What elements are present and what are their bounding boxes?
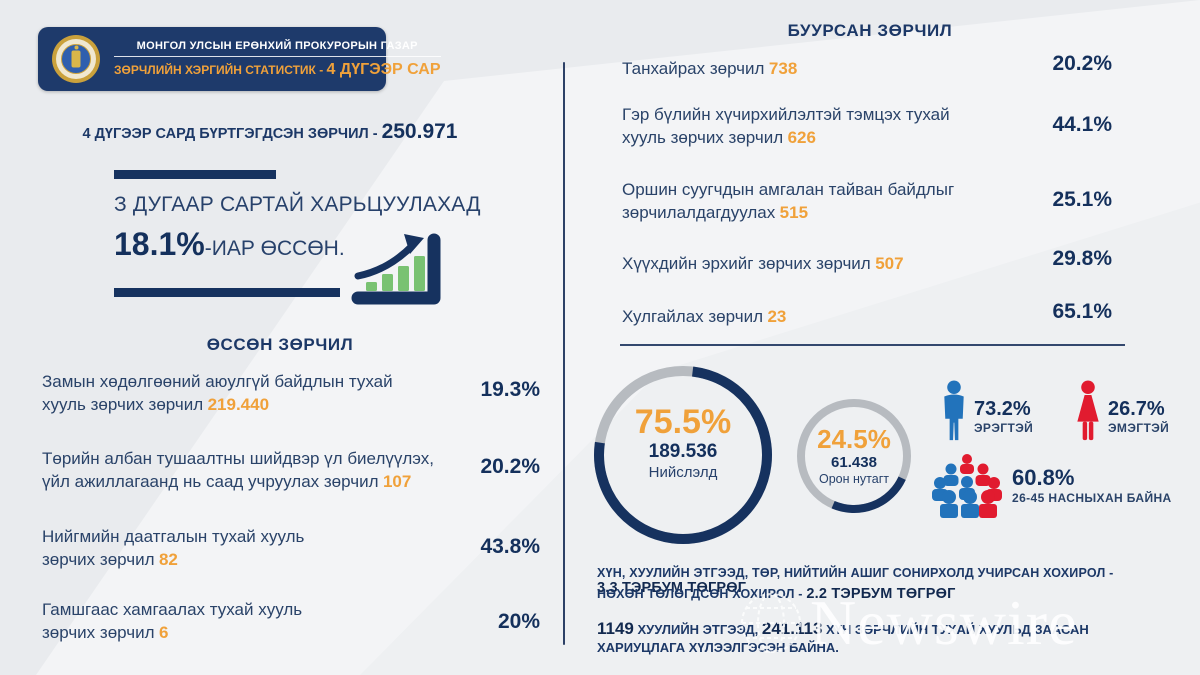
- capital-donut-labels: 75.5% 189.536 Нийслэлд: [591, 404, 775, 482]
- stat-subtitle: ЗӨРЧЛИЙН ХЭРГИЙН СТАТИСТИК - 4 ДҮГЭЭР СА…: [114, 61, 441, 79]
- accent-bar-bottom: [114, 288, 340, 297]
- org-header-text: МОНГОЛ УЛСЫН ЕРӨНХИЙ ПРОКУРОРЫН ГАЗАР ЗӨ…: [100, 40, 453, 79]
- comparison-suffix: -ИАР ӨССӨН.: [204, 237, 345, 260]
- violation-count: 23: [767, 307, 787, 326]
- female-label: ЭМЭГТЭЙ: [1108, 421, 1170, 435]
- violation-text: Оршин суугчдын амгалан тайван байдлыг зө…: [622, 180, 955, 222]
- violation-count: 82: [158, 550, 178, 569]
- damage-line-1: ХҮН, ХУУЛИЙН ЭТГЭЭД, ТӨР, НИЙТИЙН АШИГ С…: [597, 566, 1137, 596]
- list-item: Гамшгаас хамгаалах тухай хууль зөрчих зө…: [42, 598, 462, 644]
- org-header-badge: МОНГОЛ УЛСЫН ЕРӨНХИЙ ПРОКУРОРЫН ГАЗАР ЗӨ…: [38, 27, 441, 91]
- violation-count: 515: [779, 203, 809, 222]
- comparison-percent-line: 18.1%-ИАР ӨССӨН.: [114, 226, 345, 263]
- violation-pct: 65.1%: [1052, 300, 1112, 323]
- growth-chart-icon: [350, 228, 442, 315]
- section-divider: [620, 344, 1125, 346]
- comparison-line: З ДУГААР САРТАЙ ХАРЬЦУУЛАХАД: [114, 193, 481, 216]
- damage-1-value: 3.3 ТЭРБУМ ТӨГРӨГ: [597, 580, 747, 596]
- female-pct: 26.7%: [1108, 398, 1165, 420]
- list-item: Хүүхдийн эрхийг зөрчих зөрчил 507: [622, 252, 1022, 275]
- header-divider: [114, 55, 441, 57]
- female-stat: 26.7% ЭМЭГТЭЙ: [1108, 398, 1169, 436]
- violation-text: Замын хөдөлгөөний аюулгүй байдлын тухай …: [42, 372, 393, 414]
- registered-total-line: 4 ДҮГЭЭР САРД БҮРТГЭГДСЭН ЗӨРЧИЛ - 250.9…: [80, 120, 460, 144]
- rural-donut-chart: [795, 397, 913, 520]
- violation-pct: 19.3%: [480, 378, 540, 401]
- list-item: Хулгайлах зөрчил 23: [622, 305, 1022, 328]
- violation-text: Гэр бүлийн хүчирхийлэлтэй тэмцэх тухай х…: [622, 105, 950, 147]
- violation-text: Гамшгаас хамгаалах тухай хууль зөрчих зө…: [42, 600, 303, 642]
- stat-subtitle-label: ЗӨРЧЛИЙН ХЭРГИЙН СТАТИСТИК -: [114, 62, 327, 77]
- comparison-percent: 18.1%: [114, 226, 205, 262]
- rural-donut-labels: 24.5% 61.438 Орон нутагт: [795, 425, 913, 487]
- list-item: Оршин суугчдын амгалан тайван байдлыг зө…: [622, 178, 1022, 224]
- org-name: МОНГОЛ УЛСЫН ЕРӨНХИЙ ПРОКУРОРЫН ГАЗАР: [136, 39, 418, 52]
- age-stat: 60.8% 26-45 НАСНЫХАН БАЙНА: [1012, 466, 1172, 506]
- violation-count: 738: [768, 59, 798, 78]
- capital-count: 189.536: [648, 441, 718, 462]
- footer-num-entities: 1149: [597, 619, 634, 638]
- registered-label: 4 ДҮГЭЭР САРД БҮРТГЭГДСЭН ЗӨРЧИЛ -: [82, 126, 382, 142]
- damage-line-2: НӨХӨН ТӨЛӨГДСӨН ХОХИРОЛ - 2.2 ТЭРБУМ ТӨГ…: [597, 586, 1137, 602]
- violation-pct: 43.8%: [480, 535, 540, 558]
- footer-text-1: ХУУЛИЙН ЭТГЭЭД,: [633, 622, 762, 637]
- violation-pct: 20.2%: [1052, 52, 1112, 75]
- violation-text: Нийгмийн даатгалын тухай хууль зөрчих зө…: [42, 527, 305, 569]
- violation-count: 507: [875, 254, 904, 273]
- male-person-icon: [938, 380, 970, 447]
- list-item: Нийгмийн даатгалын тухай хууль зөрчих зө…: [42, 525, 462, 571]
- capital-label: Нийслэлд: [648, 464, 718, 481]
- footer-num-people: 241.113: [761, 619, 823, 638]
- violation-count: 107: [382, 472, 412, 491]
- list-item: Танхайрах зөрчил 738: [622, 57, 1022, 80]
- stat-subtitle-month: 4 ДҮГЭЭР САР: [326, 60, 441, 78]
- rural-pct: 24.5%: [817, 424, 891, 454]
- violation-text: Төрийн албан тушаалтны шийдвэр үл биелүү…: [42, 449, 434, 491]
- violation-count: 626: [787, 128, 816, 147]
- female-person-icon: [1072, 380, 1104, 447]
- increased-heading: ӨССӨН ЗӨРЧИЛ: [206, 335, 354, 354]
- column-divider: [563, 62, 565, 645]
- violation-pct: 25.1%: [1052, 188, 1112, 211]
- decreased-heading: БУУРСАН ЗӨРЧИЛ: [787, 21, 953, 40]
- violation-pct: 29.8%: [1052, 247, 1112, 270]
- age-pct: 60.8%: [1012, 465, 1075, 490]
- soyombo-glyph-icon: [71, 45, 81, 68]
- state-emblem-icon: [52, 35, 100, 83]
- damage-1-label: ХҮН, ХУУЛИЙН ЭТГЭЭД, ТӨР, НИЙТИЙН АШИГ С…: [597, 566, 1114, 580]
- damage-2-label: НӨХӨН ТӨЛӨГДСӨН ХОХИРОЛ -: [597, 587, 807, 601]
- accent-bar-top: [114, 170, 276, 179]
- footer-summary: 1149 ХУУЛИЙН ЭТГЭЭД, 241.113 ХҮН ЗӨРЧЛИЙ…: [597, 620, 1157, 657]
- violation-pct: 20.2%: [480, 455, 540, 478]
- male-pct: 73.2%: [974, 398, 1031, 420]
- capital-donut-chart: [591, 363, 775, 552]
- violation-text: Хулгайлах зөрчил: [622, 307, 763, 326]
- capital-pct: 75.5%: [634, 403, 732, 441]
- violation-text: Хүүхдийн эрхийг зөрчих зөрчил: [622, 254, 871, 273]
- rural-label: Орон нутагт: [819, 472, 889, 486]
- male-stat: 73.2% ЭРЭГТЭЙ: [974, 398, 1033, 436]
- violation-text: Танхайрах зөрчил: [622, 59, 765, 78]
- violation-pct: 44.1%: [1052, 113, 1112, 136]
- rural-count: 61.438: [831, 454, 877, 471]
- list-item: Замын хөдөлгөөний аюулгүй байдлын тухай …: [42, 370, 462, 416]
- list-item: Гэр бүлийн хүчирхийлэлтэй тэмцэх тухай х…: [622, 103, 1022, 149]
- violation-pct: 20%: [497, 610, 540, 633]
- male-label: ЭРЭГТЭЙ: [974, 421, 1034, 435]
- list-item: Төрийн албан тушаалтны шийдвэр үл биелүү…: [42, 447, 462, 493]
- age-label: 26-45 НАСНЫХАН БАЙНА: [1012, 491, 1172, 505]
- violation-count: 219.440: [207, 395, 270, 414]
- violation-count: 6: [158, 623, 169, 642]
- people-group-icon: [932, 452, 1002, 523]
- damage-2-value: 2.2 ТЭРБУМ ТӨГРӨГ: [806, 586, 956, 602]
- registered-value: 250.971: [381, 120, 458, 143]
